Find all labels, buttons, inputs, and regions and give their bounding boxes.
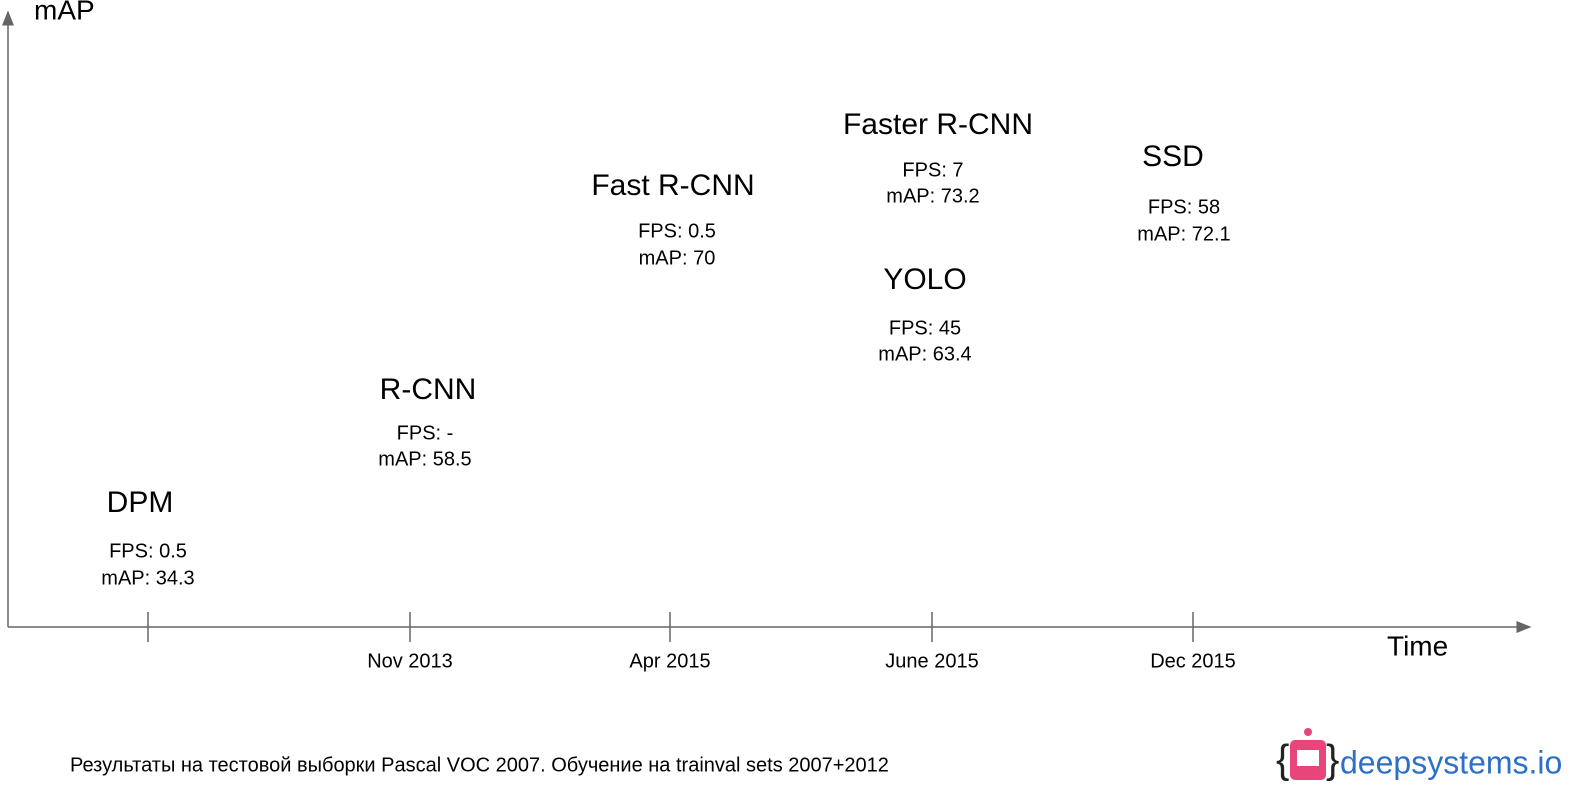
tick-label: Apr 2015 [629,650,710,672]
model-name: DPM [107,486,174,519]
models: DPM FPS: 0.5 mAP: 34.3 R-CNN FPS: - mAP: 58.5… [101,108,1230,589]
logo-face [1297,750,1319,766]
tick-label: Nov 2013 [367,650,453,672]
model-fps: FPS: 0.5 [638,220,716,242]
model-map: mAP: 70 [639,247,716,269]
x-axis-label: Time [1387,630,1448,661]
model-name: Faster R-CNN [843,108,1033,141]
model-name: SSD [1142,140,1204,173]
tick-label: Dec 2015 [1150,650,1236,672]
model-map: mAP: 58.5 [378,448,471,470]
logo-antenna [1304,728,1312,736]
model-map: mAP: 34.3 [101,567,194,589]
model-map: mAP: 63.4 [878,343,971,365]
model-name: R-CNN [380,373,477,406]
model-name: Fast R-CNN [591,169,754,202]
model-fps: FPS: 0.5 [109,540,187,562]
y-axis-label: mAP [34,0,95,25]
model-fps: FPS: - [397,422,454,444]
logo-brace: } [1326,738,1339,782]
tick-label: June 2015 [885,650,978,672]
footer-note: Результаты на тестовой выборки Pascal VO… [70,754,889,776]
model-map: mAP: 73.2 [886,185,979,207]
logo-brace: { [1276,738,1289,782]
logo-text: deepsystems.io [1340,744,1562,780]
model-fps: FPS: 45 [889,317,961,339]
logo: { } deepsystems.io [1276,728,1562,782]
ticks: Nov 2013 Apr 2015 June 2015 Dec 2015 [147,612,1236,672]
model-fps: FPS: 7 [902,159,963,181]
model-fps: FPS: 58 [1148,196,1220,218]
model-name: YOLO [883,263,966,296]
model-map: mAP: 72.1 [1137,223,1230,245]
